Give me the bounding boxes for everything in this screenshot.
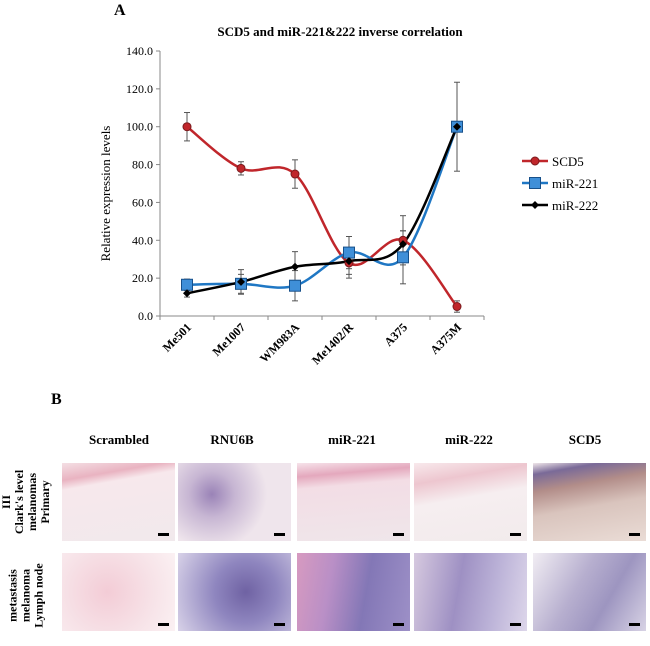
micrograph-lymph-mir221 [297, 553, 410, 631]
data-point-mir-222 [183, 289, 191, 298]
row-label-line: Lymph node [31, 563, 46, 628]
legend-marker [531, 201, 539, 209]
data-point-mir-222 [399, 240, 407, 249]
chart-series [181, 81, 463, 313]
legend-label: SCD5 [552, 154, 584, 169]
data-point-mir-221 [181, 278, 193, 291]
micrograph-primary-mir222 [414, 463, 527, 541]
scale-bar [274, 623, 285, 626]
micrograph-lymph-scd5 [533, 553, 646, 631]
row-label-primary: III Clark's level melanomas Primary [0, 440, 68, 540]
data-point-mir-222 [291, 262, 299, 271]
scale-bar [629, 623, 640, 626]
row-label-lymph-node: metastasis melanoma Lymph node [0, 548, 68, 634]
legend-label: miR-222 [552, 198, 598, 213]
x-tick-label: A375 [381, 320, 410, 349]
series-line-scd5 [186, 125, 458, 308]
data-point-scd5 [452, 302, 462, 312]
data-point-mir-221 [343, 246, 355, 259]
y-tick-label: 20.0 [132, 271, 153, 285]
micrograph-primary-scrambled [62, 463, 175, 541]
column-header-rnu6b: RNU6B [210, 432, 254, 447]
scale-bar [510, 623, 521, 626]
y-axis-label: Relative expression levels [98, 126, 113, 262]
scale-bar [158, 623, 169, 626]
micrograph-primary-mir221 [297, 463, 410, 541]
x-tick-label: A375M [427, 320, 464, 357]
y-tick-label: 60.0 [132, 195, 153, 209]
data-point-scd5 [236, 163, 246, 173]
scale-bar [510, 533, 521, 536]
x-tick-label: Me1007 [209, 320, 248, 359]
x-tick-label: Me1402/R [309, 320, 356, 367]
micrograph-lymph-scrambled [62, 553, 175, 631]
chart-legend: SCD5 miR-221 miR-222 [522, 154, 598, 213]
column-header-mir221: miR-221 [328, 432, 376, 447]
micrograph-lymph-rnu6b [178, 553, 291, 631]
column-header-scd5: SCD5 [568, 432, 602, 447]
x-tick-label: Me501 [160, 320, 194, 354]
line-chart: 0.0 20.0 40.0 60.0 80.0 100.0 120.0 140.0 Me501 M… [98, 44, 598, 367]
data-point-mir-222 [237, 277, 245, 286]
column-header-scrambled: Scrambled [89, 432, 149, 447]
scale-bar [274, 533, 285, 536]
micrograph-lymph-mir222 [414, 553, 527, 631]
micrograph-primary-rnu6b [178, 463, 291, 541]
y-tick-label: 0.0 [138, 309, 153, 323]
legend-marker [530, 156, 540, 166]
legend-label: miR-221 [552, 176, 598, 191]
scale-bar [393, 533, 404, 536]
micrograph-primary-scd5 [533, 463, 646, 541]
panel-b-letter: B [51, 391, 62, 408]
chart-axes: 0.0 20.0 40.0 60.0 80.0 100.0 120.0 140.0 Me501 M… [98, 44, 485, 367]
scale-bar [629, 533, 640, 536]
y-tick-label: 40.0 [132, 233, 153, 247]
scale-bar [393, 623, 404, 626]
y-tick-label: 80.0 [132, 158, 153, 172]
x-tick-label: WM983A [257, 320, 302, 365]
panel-a-letter: A [114, 2, 126, 19]
y-tick-label: 120.0 [126, 82, 153, 96]
column-header-mir222: miR-222 [445, 432, 493, 447]
chart-title: SCD5 and miR-221&222 inverse correlation [217, 24, 463, 39]
data-point-scd5 [182, 122, 192, 132]
row-label-line: Primary [38, 480, 52, 524]
legend-marker [529, 177, 541, 189]
y-tick-label: 100.0 [126, 120, 153, 134]
data-point-mir-221 [397, 251, 409, 264]
data-point-mir-221 [289, 279, 301, 292]
data-point-scd5 [290, 169, 300, 179]
scale-bar [158, 533, 169, 536]
data-point-mir-222 [453, 122, 461, 131]
data-point-mir-222 [345, 257, 353, 266]
y-tick-label: 140.0 [126, 44, 153, 58]
